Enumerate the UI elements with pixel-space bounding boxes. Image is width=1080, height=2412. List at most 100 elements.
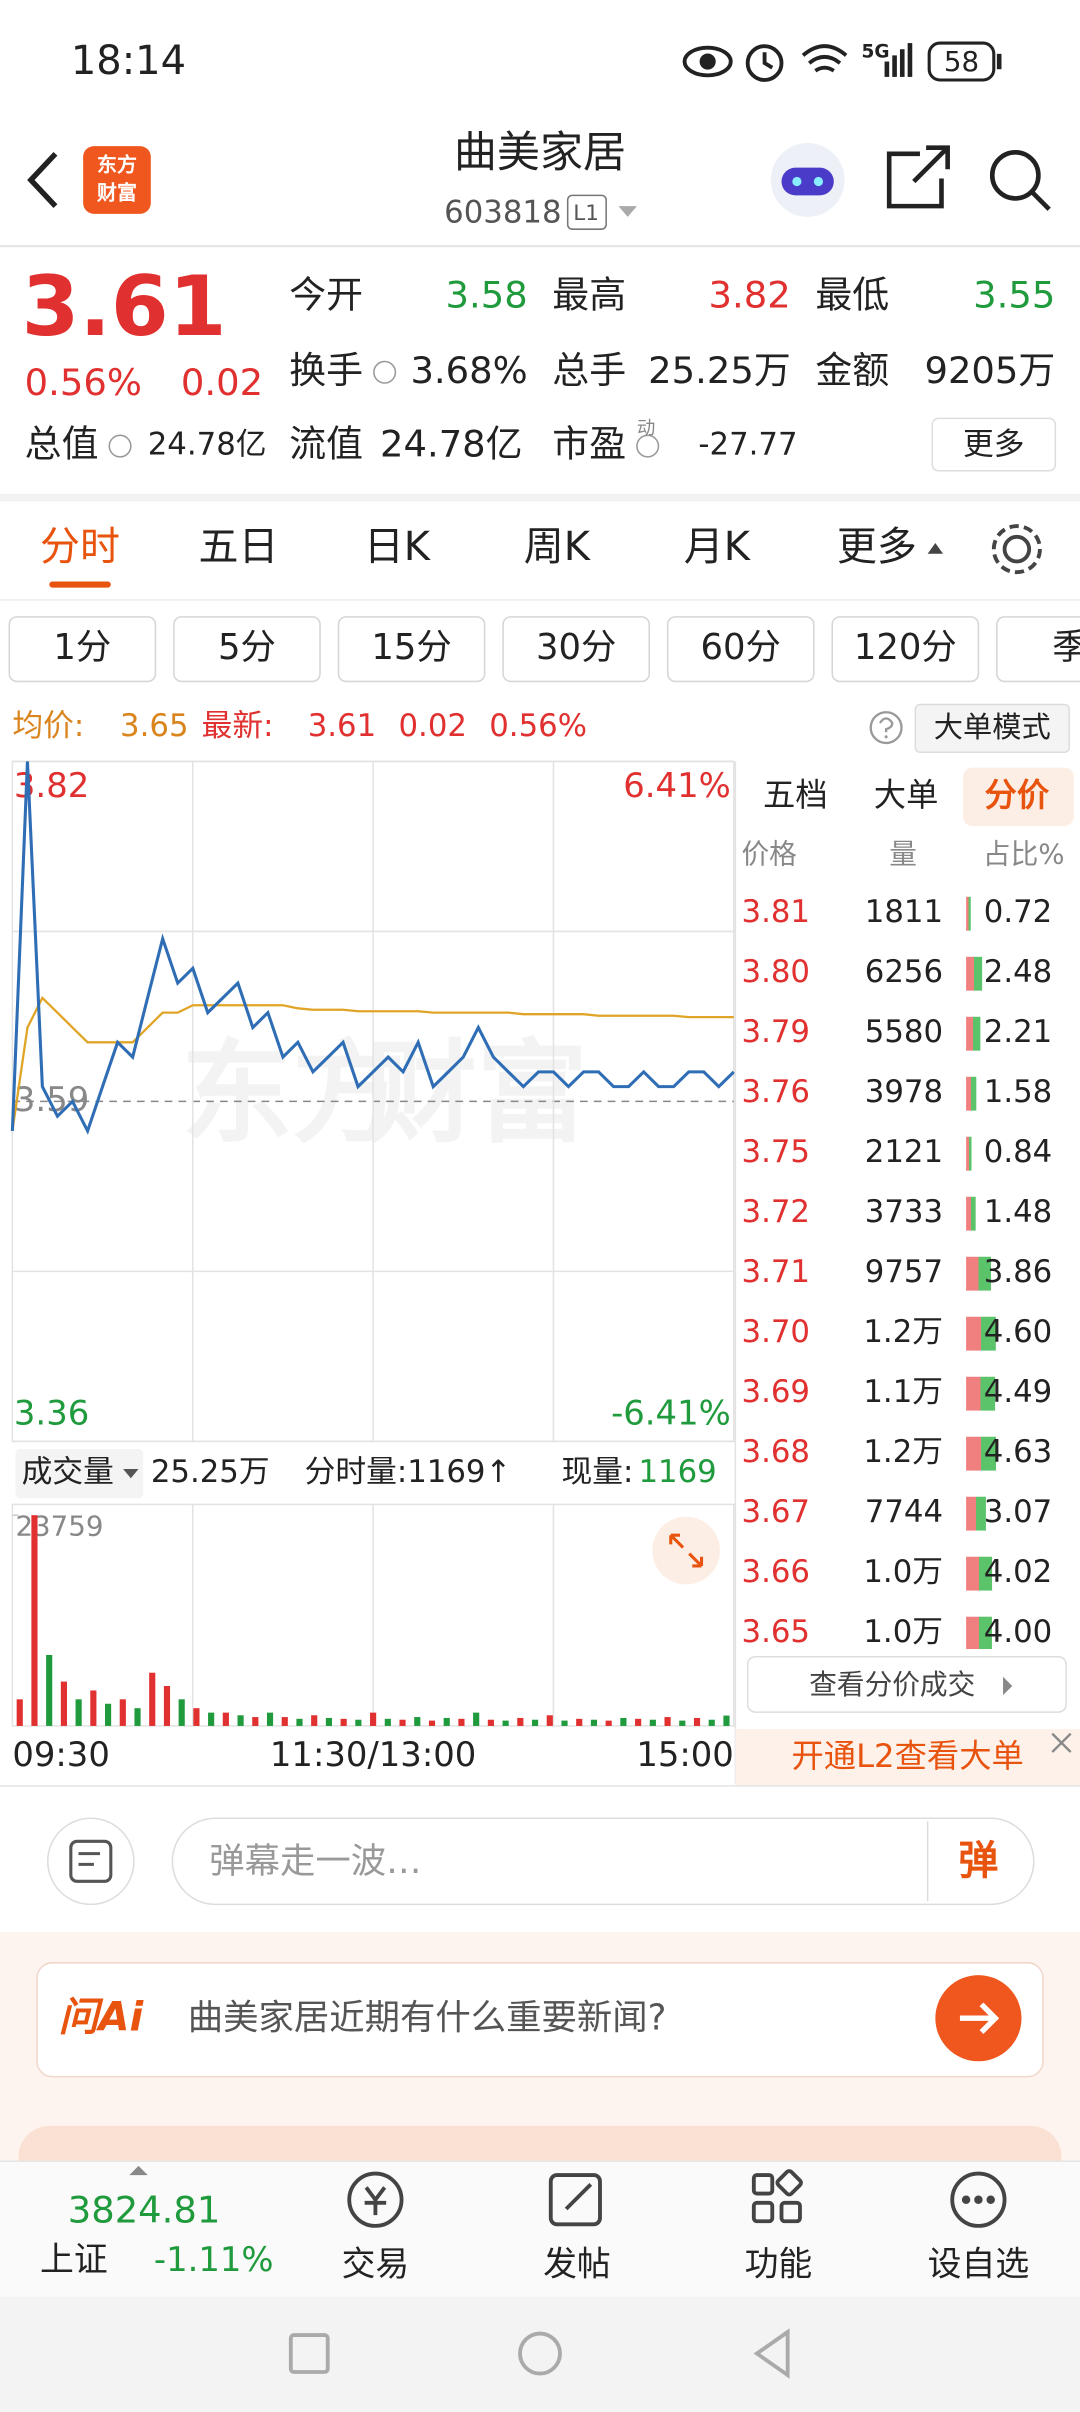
price-line (11, 995, 734, 1132)
x-tick-label: 09:30 (12, 1735, 109, 1774)
index-name: 上证 (40, 2240, 108, 2279)
ratio-bar (966, 1136, 972, 1171)
volume-bar (546, 1715, 553, 1726)
volume-bar (458, 1718, 465, 1726)
stat-label: 金额 (815, 349, 889, 392)
logo-text: 东方 (97, 153, 137, 177)
interval-button[interactable] (666, 616, 815, 683)
latest-label: 最新: (202, 708, 274, 744)
search-button[interactable] (989, 149, 1051, 211)
comment-placeholder: 弹幕走一波… (209, 1841, 421, 1882)
volume-bar (414, 1717, 421, 1726)
row-price: 3.66 (742, 1554, 810, 1590)
expand-button[interactable] (652, 1516, 720, 1585)
row-volume: 1.2万 (863, 1314, 943, 1350)
volume-bar (517, 1717, 524, 1726)
help-icon[interactable] (869, 711, 903, 745)
y2-tick-label: -6.41% (611, 1394, 731, 1433)
row-price: 3.67 (742, 1494, 810, 1530)
stat-label: 最低 (815, 273, 889, 316)
ratio-bar (966, 1376, 996, 1411)
volume-bar (561, 1720, 568, 1726)
volume-bar (443, 1717, 450, 1726)
stat-value: 3.55 (973, 273, 1055, 316)
volume-label: 成交量 (22, 1454, 114, 1490)
level-dropdown[interactable] (618, 206, 637, 217)
column-header: 量 (889, 837, 917, 870)
tab[interactable]: 分时 (40, 524, 120, 570)
comment-input[interactable] (171, 1817, 1035, 1906)
interval-button[interactable] (173, 616, 321, 683)
row-volume: 1.2万 (863, 1434, 943, 1470)
l2-close[interactable] (1051, 1732, 1072, 1753)
interval-button[interactable] (502, 616, 650, 683)
row-ratio: 3.86 (984, 1254, 1052, 1290)
x-tick-label: 15:00 (636, 1735, 734, 1774)
now-value: 1169 (638, 1454, 716, 1490)
nav-item[interactable]: 发帖 (543, 2244, 611, 2283)
table-tab[interactable]: 分价 (985, 776, 1050, 814)
volume-bar (222, 1712, 229, 1726)
interval-label: 30分 (536, 627, 616, 668)
volume-bar (708, 1719, 715, 1726)
stat-label: 总手 (552, 349, 626, 392)
stat-label: 最高 (552, 273, 626, 316)
share-button[interactable] (886, 145, 950, 209)
interval-button[interactable] (8, 616, 157, 683)
volume-selector[interactable] (15, 1449, 144, 1499)
row-price: 3.68 (742, 1434, 810, 1470)
send-button[interactable]: 弹 (958, 1838, 998, 1884)
table-tab[interactable]: 大单 (874, 776, 939, 814)
volume-bar (16, 1699, 23, 1726)
ratio-bar (966, 1556, 993, 1591)
interval-button[interactable] (337, 616, 486, 683)
volume-bar (635, 1718, 642, 1726)
more-button[interactable] (931, 417, 1057, 472)
ratio-bar (966, 1436, 997, 1471)
stat-label: 流值 (289, 423, 363, 466)
nav-item[interactable]: 交易 (342, 2244, 410, 2283)
l2-banner-text: 开通L2查看大单 (791, 1737, 1023, 1775)
stat-value: 24.78亿 (148, 427, 267, 463)
stat-value: 9205万 (924, 349, 1055, 392)
row-ratio: 4.63 (984, 1434, 1052, 1470)
row-ratio: 4.02 (984, 1554, 1052, 1590)
nav-item[interactable]: 设自选 (928, 2244, 1029, 2283)
stat-label: 市盈 (552, 423, 626, 466)
l2-banner[interactable] (735, 1729, 1080, 1786)
row-volume: 7744 (865, 1494, 943, 1530)
row-ratio: 1.48 (984, 1194, 1052, 1230)
nav-item[interactable]: 功能 (745, 2244, 813, 2283)
watermark: 东方 (182, 1030, 404, 1159)
tab[interactable]: 周K (524, 524, 592, 570)
row-volume: 1.0万 (863, 1614, 943, 1650)
volume-bar (119, 1699, 126, 1726)
interval-button[interactable] (831, 616, 980, 683)
stock-code: 603818 (444, 194, 561, 230)
table-tab[interactable]: 五档 (763, 776, 828, 814)
tab[interactable]: 日K (364, 524, 432, 570)
row-price: 3.80 (742, 954, 810, 990)
logo[interactable] (83, 146, 151, 214)
avg-value: 3.65 (120, 708, 188, 744)
mode-button[interactable] (914, 703, 1070, 753)
settings-button[interactable] (991, 524, 1042, 575)
tab[interactable]: 月K (684, 524, 752, 570)
ai-box[interactable] (36, 1962, 1044, 2078)
tab[interactable]: 更多 (837, 524, 917, 570)
volume-bar (178, 1699, 185, 1726)
volume-bar (252, 1717, 259, 1726)
volume-bar (576, 1718, 583, 1726)
interval-button[interactable] (996, 616, 1080, 683)
tab[interactable]: 五日 (199, 524, 279, 570)
volume-bar (664, 1717, 671, 1726)
volume-bar (531, 1719, 539, 1726)
stat-value: 3.68% (410, 349, 527, 392)
back-button[interactable] (27, 151, 58, 208)
battery-level: 58 (944, 45, 979, 78)
comment-list-button[interactable] (46, 1817, 135, 1906)
volume-total: 25.25万 (151, 1454, 270, 1490)
price-detail-link[interactable] (746, 1655, 1067, 1713)
volume-bar (266, 1712, 274, 1726)
